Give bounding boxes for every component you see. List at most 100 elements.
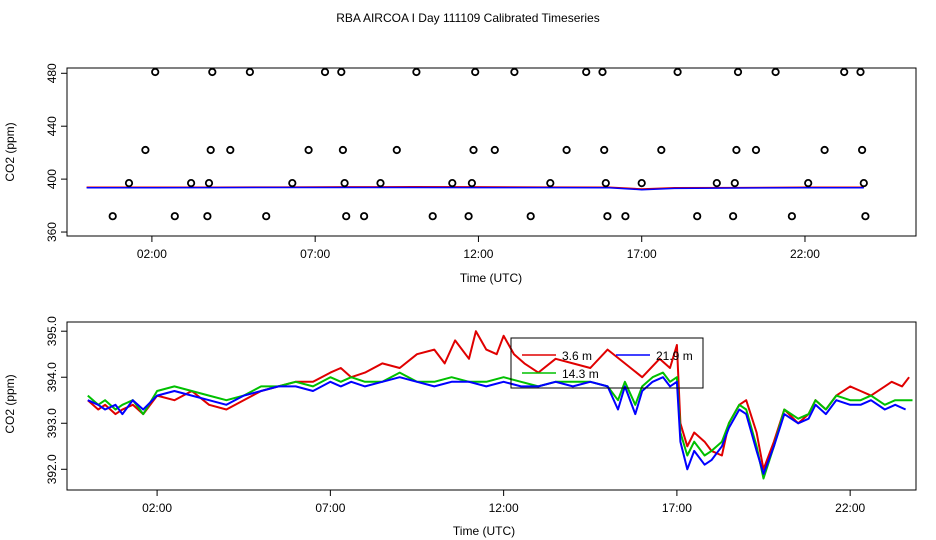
bottom-x-axis: 02:00 07:00 12:00 17:00 22:00 bbox=[142, 490, 865, 515]
scatter-point bbox=[428, 212, 437, 221]
legend-label-14-3m: 14.3 m bbox=[562, 367, 599, 381]
scatter-point bbox=[510, 67, 519, 77]
top-x-tick-label: 07:00 bbox=[300, 247, 330, 261]
top-y-tick-label: 400 bbox=[45, 169, 59, 189]
scatter-point bbox=[359, 212, 369, 221]
legend: 3.6 m 21.9 m 14.3 m bbox=[510, 337, 704, 389]
figure-title: RBA AIRCOA I Day 111109 Calibrated Times… bbox=[336, 11, 599, 25]
scatter-point bbox=[712, 179, 721, 188]
bottom-y-tick-label: 392.0 bbox=[45, 454, 59, 484]
scatter-point bbox=[751, 145, 761, 155]
top-x-axis-label: Time (UTC) bbox=[460, 271, 522, 285]
legend-label-21-9m: 21.9 m bbox=[656, 349, 693, 363]
scatter-point bbox=[490, 145, 499, 155]
scatter-point bbox=[262, 212, 271, 221]
scatter-point bbox=[582, 67, 591, 77]
series-line-14-3-m bbox=[87, 371, 913, 480]
scatter-point bbox=[464, 212, 473, 221]
scatter-point bbox=[859, 179, 868, 188]
bottom-x-axis-label: Time (UTC) bbox=[453, 524, 515, 538]
scatter-point bbox=[840, 67, 849, 77]
top-x-tick-label: 22:00 bbox=[790, 247, 820, 261]
scatter-point bbox=[673, 67, 682, 77]
top-panel: 02:00 07:00 12:00 17:00 22:00 360 400 440 480 T… bbox=[3, 63, 917, 285]
top-y-axis-label: CO2 (ppm) bbox=[3, 122, 17, 181]
top-y-axis: 360 400 440 480 bbox=[45, 63, 67, 242]
top-x-axis: 02:00 07:00 12:00 17:00 22:00 bbox=[137, 236, 820, 261]
top-x-tick-label: 02:00 bbox=[137, 247, 167, 261]
bottom-y-tick-label: 394.0 bbox=[45, 362, 59, 392]
scatter-point bbox=[206, 145, 215, 155]
top-series-lines bbox=[86, 186, 864, 191]
scatter-point bbox=[340, 179, 349, 188]
scatter-point bbox=[857, 145, 867, 155]
scatter-point bbox=[170, 212, 179, 221]
legend-label-3-6m: 3.6 m bbox=[562, 349, 592, 363]
scatter-point bbox=[603, 212, 612, 221]
bottom-x-tick-label: 17:00 bbox=[662, 501, 692, 515]
scatter-point bbox=[637, 179, 646, 188]
bottom-series-lines bbox=[87, 330, 913, 480]
scatter-point bbox=[320, 67, 330, 77]
scatter-point bbox=[861, 212, 870, 221]
bottom-x-tick-label: 22:00 bbox=[835, 501, 865, 515]
scatter-point bbox=[771, 67, 780, 77]
scatter-point bbox=[732, 145, 741, 155]
scatter-point bbox=[187, 179, 196, 188]
bottom-x-tick-label: 07:00 bbox=[315, 501, 345, 515]
bottom-y-axis: 392.0 393.0 394.0 395.0 bbox=[45, 316, 67, 484]
scatter-point bbox=[598, 67, 607, 77]
scatter-point bbox=[657, 145, 666, 155]
scatter-point bbox=[733, 67, 743, 77]
scatter-point bbox=[337, 67, 346, 77]
top-plot-frame bbox=[66, 67, 917, 237]
bottom-plot-frame bbox=[66, 321, 917, 491]
scatter-point bbox=[621, 212, 630, 221]
scatter-point bbox=[151, 67, 160, 77]
scatter-point bbox=[856, 67, 865, 77]
scatter-point bbox=[467, 179, 476, 188]
top-series-line-1 bbox=[86, 186, 864, 191]
scatter-point bbox=[730, 179, 739, 188]
bottom-x-tick-label: 12:00 bbox=[489, 501, 519, 515]
bottom-x-tick-label: 02:00 bbox=[142, 501, 172, 515]
scatter-point bbox=[203, 212, 212, 221]
bottom-panel: 02:00 07:00 12:00 17:00 22:00 392.0 393.0 394.… bbox=[3, 316, 917, 538]
scatter-point bbox=[376, 179, 385, 188]
scatter-point bbox=[108, 212, 117, 221]
top-x-tick-label: 17:00 bbox=[627, 247, 657, 261]
top-y-tick-label: 480 bbox=[45, 63, 59, 83]
top-x-tick-label: 12:00 bbox=[463, 247, 493, 261]
scatter-point bbox=[820, 145, 829, 155]
scatter-point bbox=[562, 145, 571, 155]
series-line-21-9-m bbox=[87, 376, 907, 475]
bottom-y-tick-label: 393.0 bbox=[45, 408, 59, 438]
scatter-point bbox=[412, 67, 421, 77]
bottom-y-axis-label: CO2 (ppm) bbox=[3, 374, 17, 433]
scatter-point bbox=[245, 67, 254, 77]
scatter-point bbox=[204, 179, 214, 188]
scatter-point bbox=[728, 212, 738, 221]
scatter-point bbox=[288, 179, 297, 188]
scatter-point bbox=[471, 67, 480, 77]
top-y-tick-label: 440 bbox=[45, 116, 59, 136]
scatter-point bbox=[124, 179, 134, 188]
scatter-point bbox=[338, 145, 347, 155]
scatter-point bbox=[448, 179, 457, 188]
legend-box bbox=[510, 337, 704, 389]
scatter-point bbox=[141, 145, 150, 155]
scatter-point bbox=[601, 179, 610, 188]
bottom-y-tick-label: 395.0 bbox=[45, 316, 59, 346]
scatter-point bbox=[392, 145, 401, 155]
scatter-point bbox=[804, 179, 813, 188]
top-y-tick-label: 360 bbox=[45, 222, 59, 242]
scatter-point bbox=[208, 67, 217, 77]
scatter-point bbox=[226, 145, 235, 155]
scatter-point bbox=[693, 212, 702, 221]
scatter-point bbox=[787, 212, 797, 221]
scatter-point bbox=[600, 145, 609, 155]
top-scatter-points bbox=[108, 67, 870, 221]
scatter-point bbox=[546, 179, 555, 188]
scatter-point bbox=[469, 145, 478, 155]
